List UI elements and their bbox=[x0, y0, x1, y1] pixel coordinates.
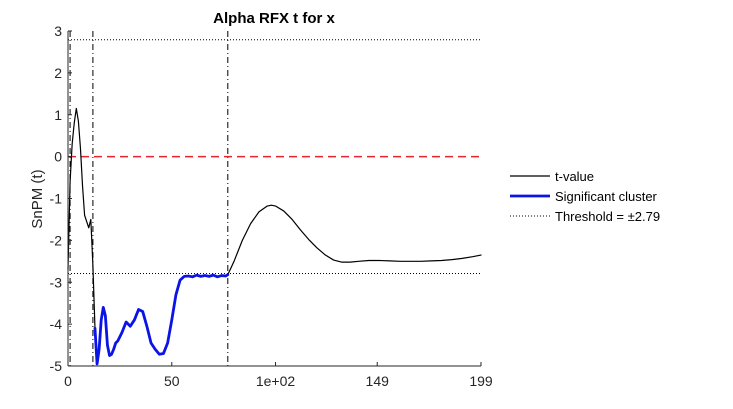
y-tick-label: 3 bbox=[54, 23, 62, 39]
legend-label: Significant cluster bbox=[555, 189, 658, 204]
reference-lines bbox=[68, 31, 481, 366]
significant-cluster-line bbox=[93, 273, 230, 366]
chart-title: Alpha RFX t for x bbox=[213, 10, 335, 27]
x-tick-label: 50 bbox=[164, 373, 180, 389]
legend-label: t-value bbox=[555, 169, 594, 184]
y-tick-label: -3 bbox=[50, 274, 63, 290]
legend-label: Threshold = ±2.79 bbox=[555, 209, 660, 224]
y-tick-label: 1 bbox=[54, 107, 62, 123]
y-tick-label: -4 bbox=[50, 316, 63, 332]
y-tick-label: -5 bbox=[50, 358, 63, 374]
tvalue-line-1 bbox=[227, 204, 482, 276]
x-tick-label: 0 bbox=[64, 373, 72, 389]
series-layer bbox=[67, 107, 482, 366]
y-axis-label: SnPM (t) bbox=[29, 169, 46, 228]
y-tick-label: 2 bbox=[54, 65, 62, 81]
plot-area: -5 -4 -3 -2 -1 0 1 2 3 0 50 1e+02 149 199 bbox=[50, 23, 493, 389]
y-tick-label: -2 bbox=[50, 232, 63, 248]
tvalue-line-0 bbox=[67, 107, 96, 329]
y-tick-label: -1 bbox=[50, 191, 63, 207]
x-tick-label: 1e+02 bbox=[256, 373, 296, 389]
plot-background bbox=[68, 31, 481, 366]
legend: t-value Significant cluster Threshold = ±2… bbox=[510, 169, 660, 224]
x-tick-label: 199 bbox=[469, 373, 493, 389]
x-tick-label: 149 bbox=[366, 373, 390, 389]
y-tick-label: 0 bbox=[54, 149, 62, 165]
axes: -5 -4 -3 -2 -1 0 1 2 3 0 50 1e+02 149 199 bbox=[50, 23, 493, 389]
